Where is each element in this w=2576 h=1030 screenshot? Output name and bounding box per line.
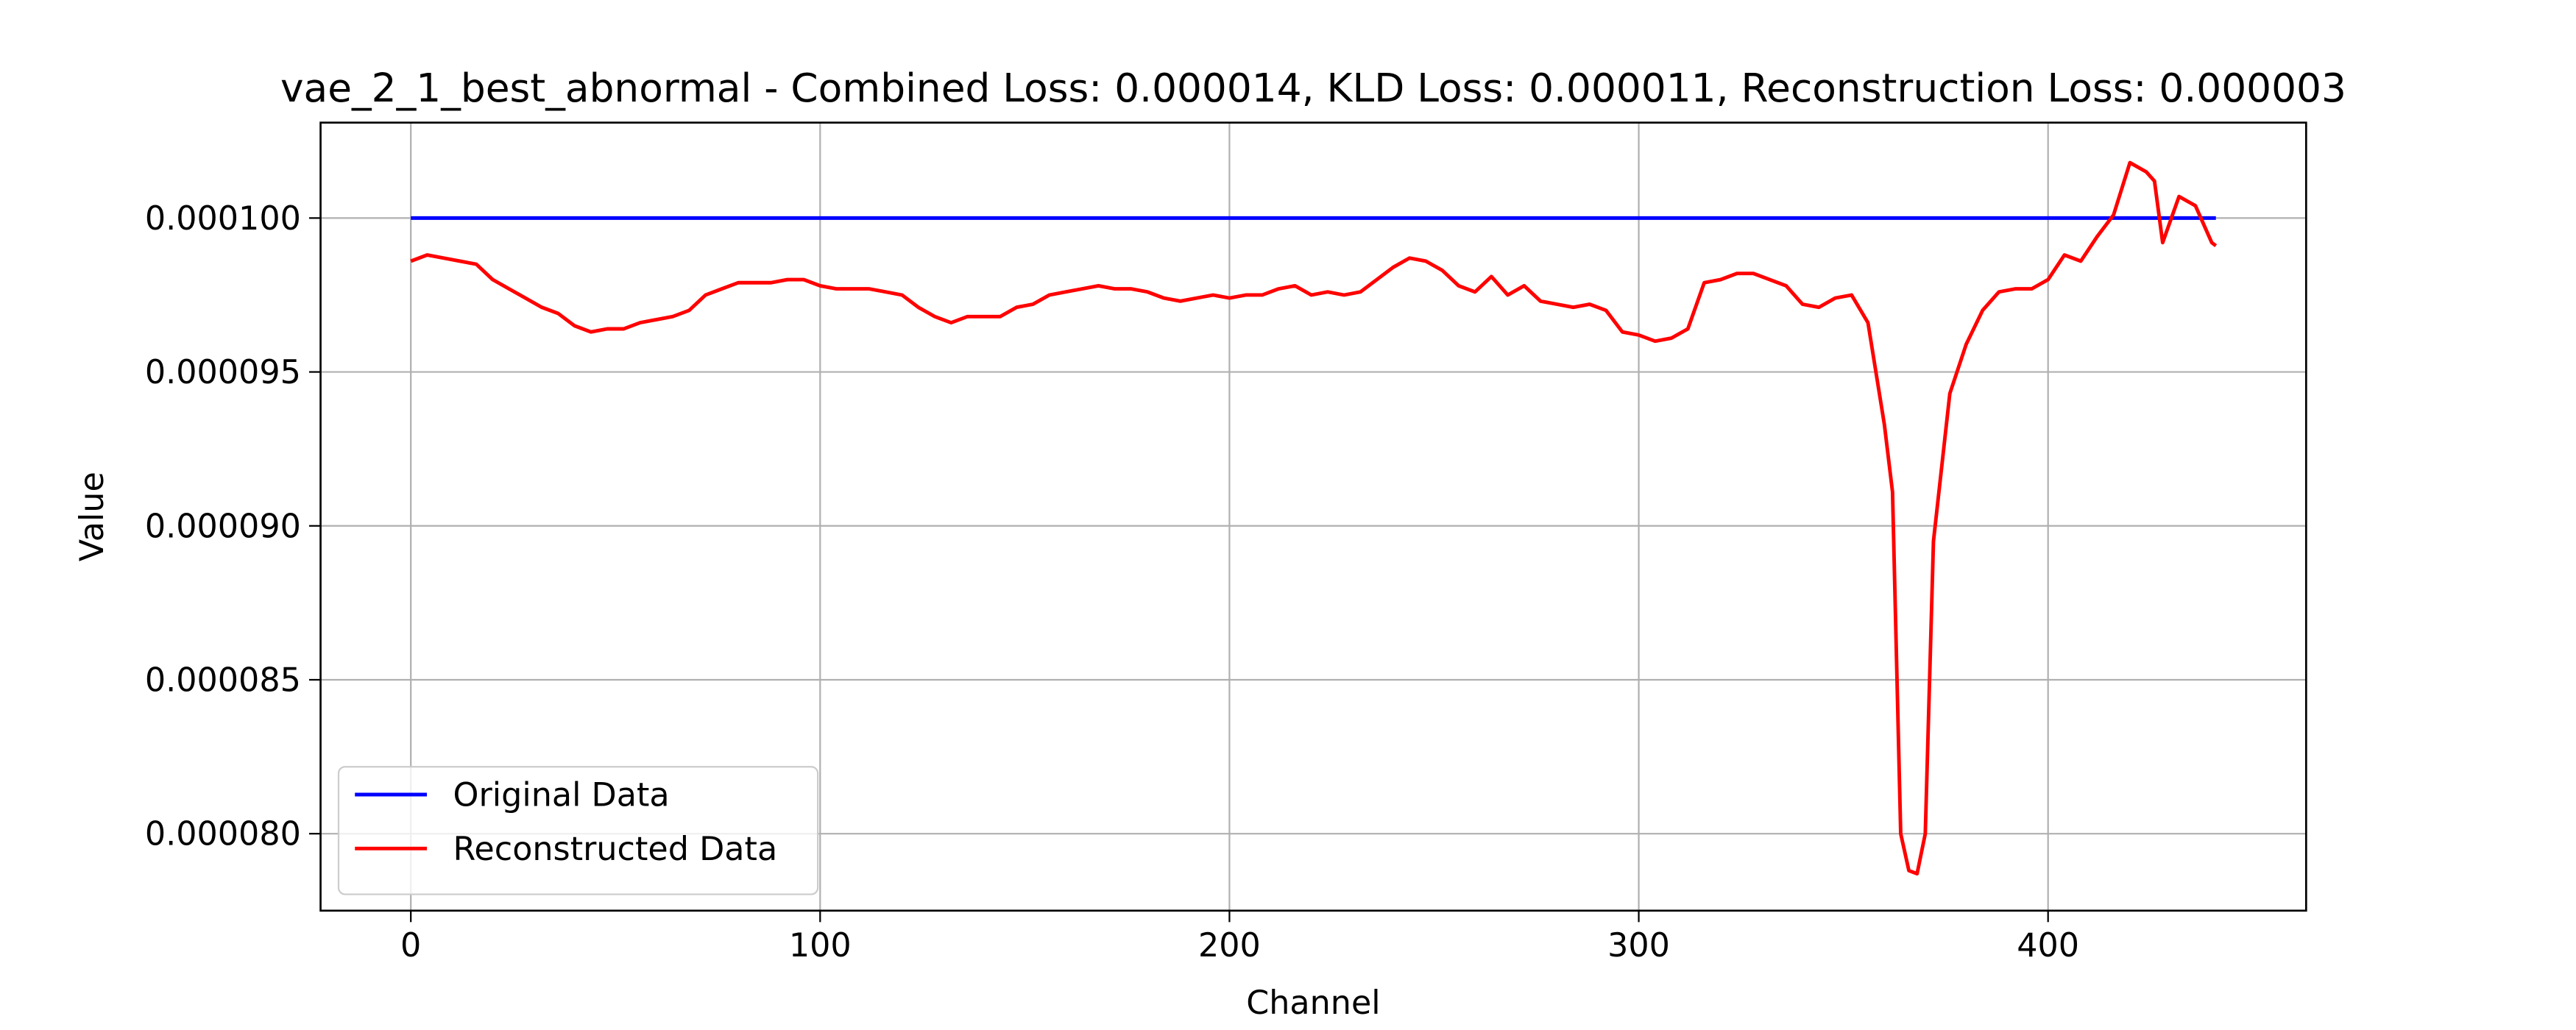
chart-title: vae_2_1_best_abnormal - Combined Loss: 0…: [280, 65, 2346, 111]
legend-box: [337, 766, 819, 895]
x-tick-label: 400: [2017, 927, 2079, 965]
y-tick-label: 0.000090: [145, 508, 301, 545]
x-tick-label: 300: [1607, 927, 1670, 965]
legend-label: Original Data: [453, 777, 670, 814]
plot-frame: [319, 121, 2307, 912]
data-line: [410, 160, 2218, 876]
y-tick-label: 0.000085: [145, 662, 301, 700]
y-tick-label: 0.000080: [145, 816, 301, 853]
y-axis-label: Value: [74, 472, 111, 561]
x-tick-label: 0: [400, 927, 421, 965]
y-tick-label: 0.000095: [145, 354, 301, 391]
x-tick-label: 100: [789, 927, 852, 965]
y-tick-label: 0.000100: [145, 200, 301, 238]
x-axis-label: Channel: [1246, 984, 1380, 1022]
x-tick-label: 200: [1198, 927, 1261, 965]
legend-label: Reconstructed Data: [453, 831, 778, 868]
